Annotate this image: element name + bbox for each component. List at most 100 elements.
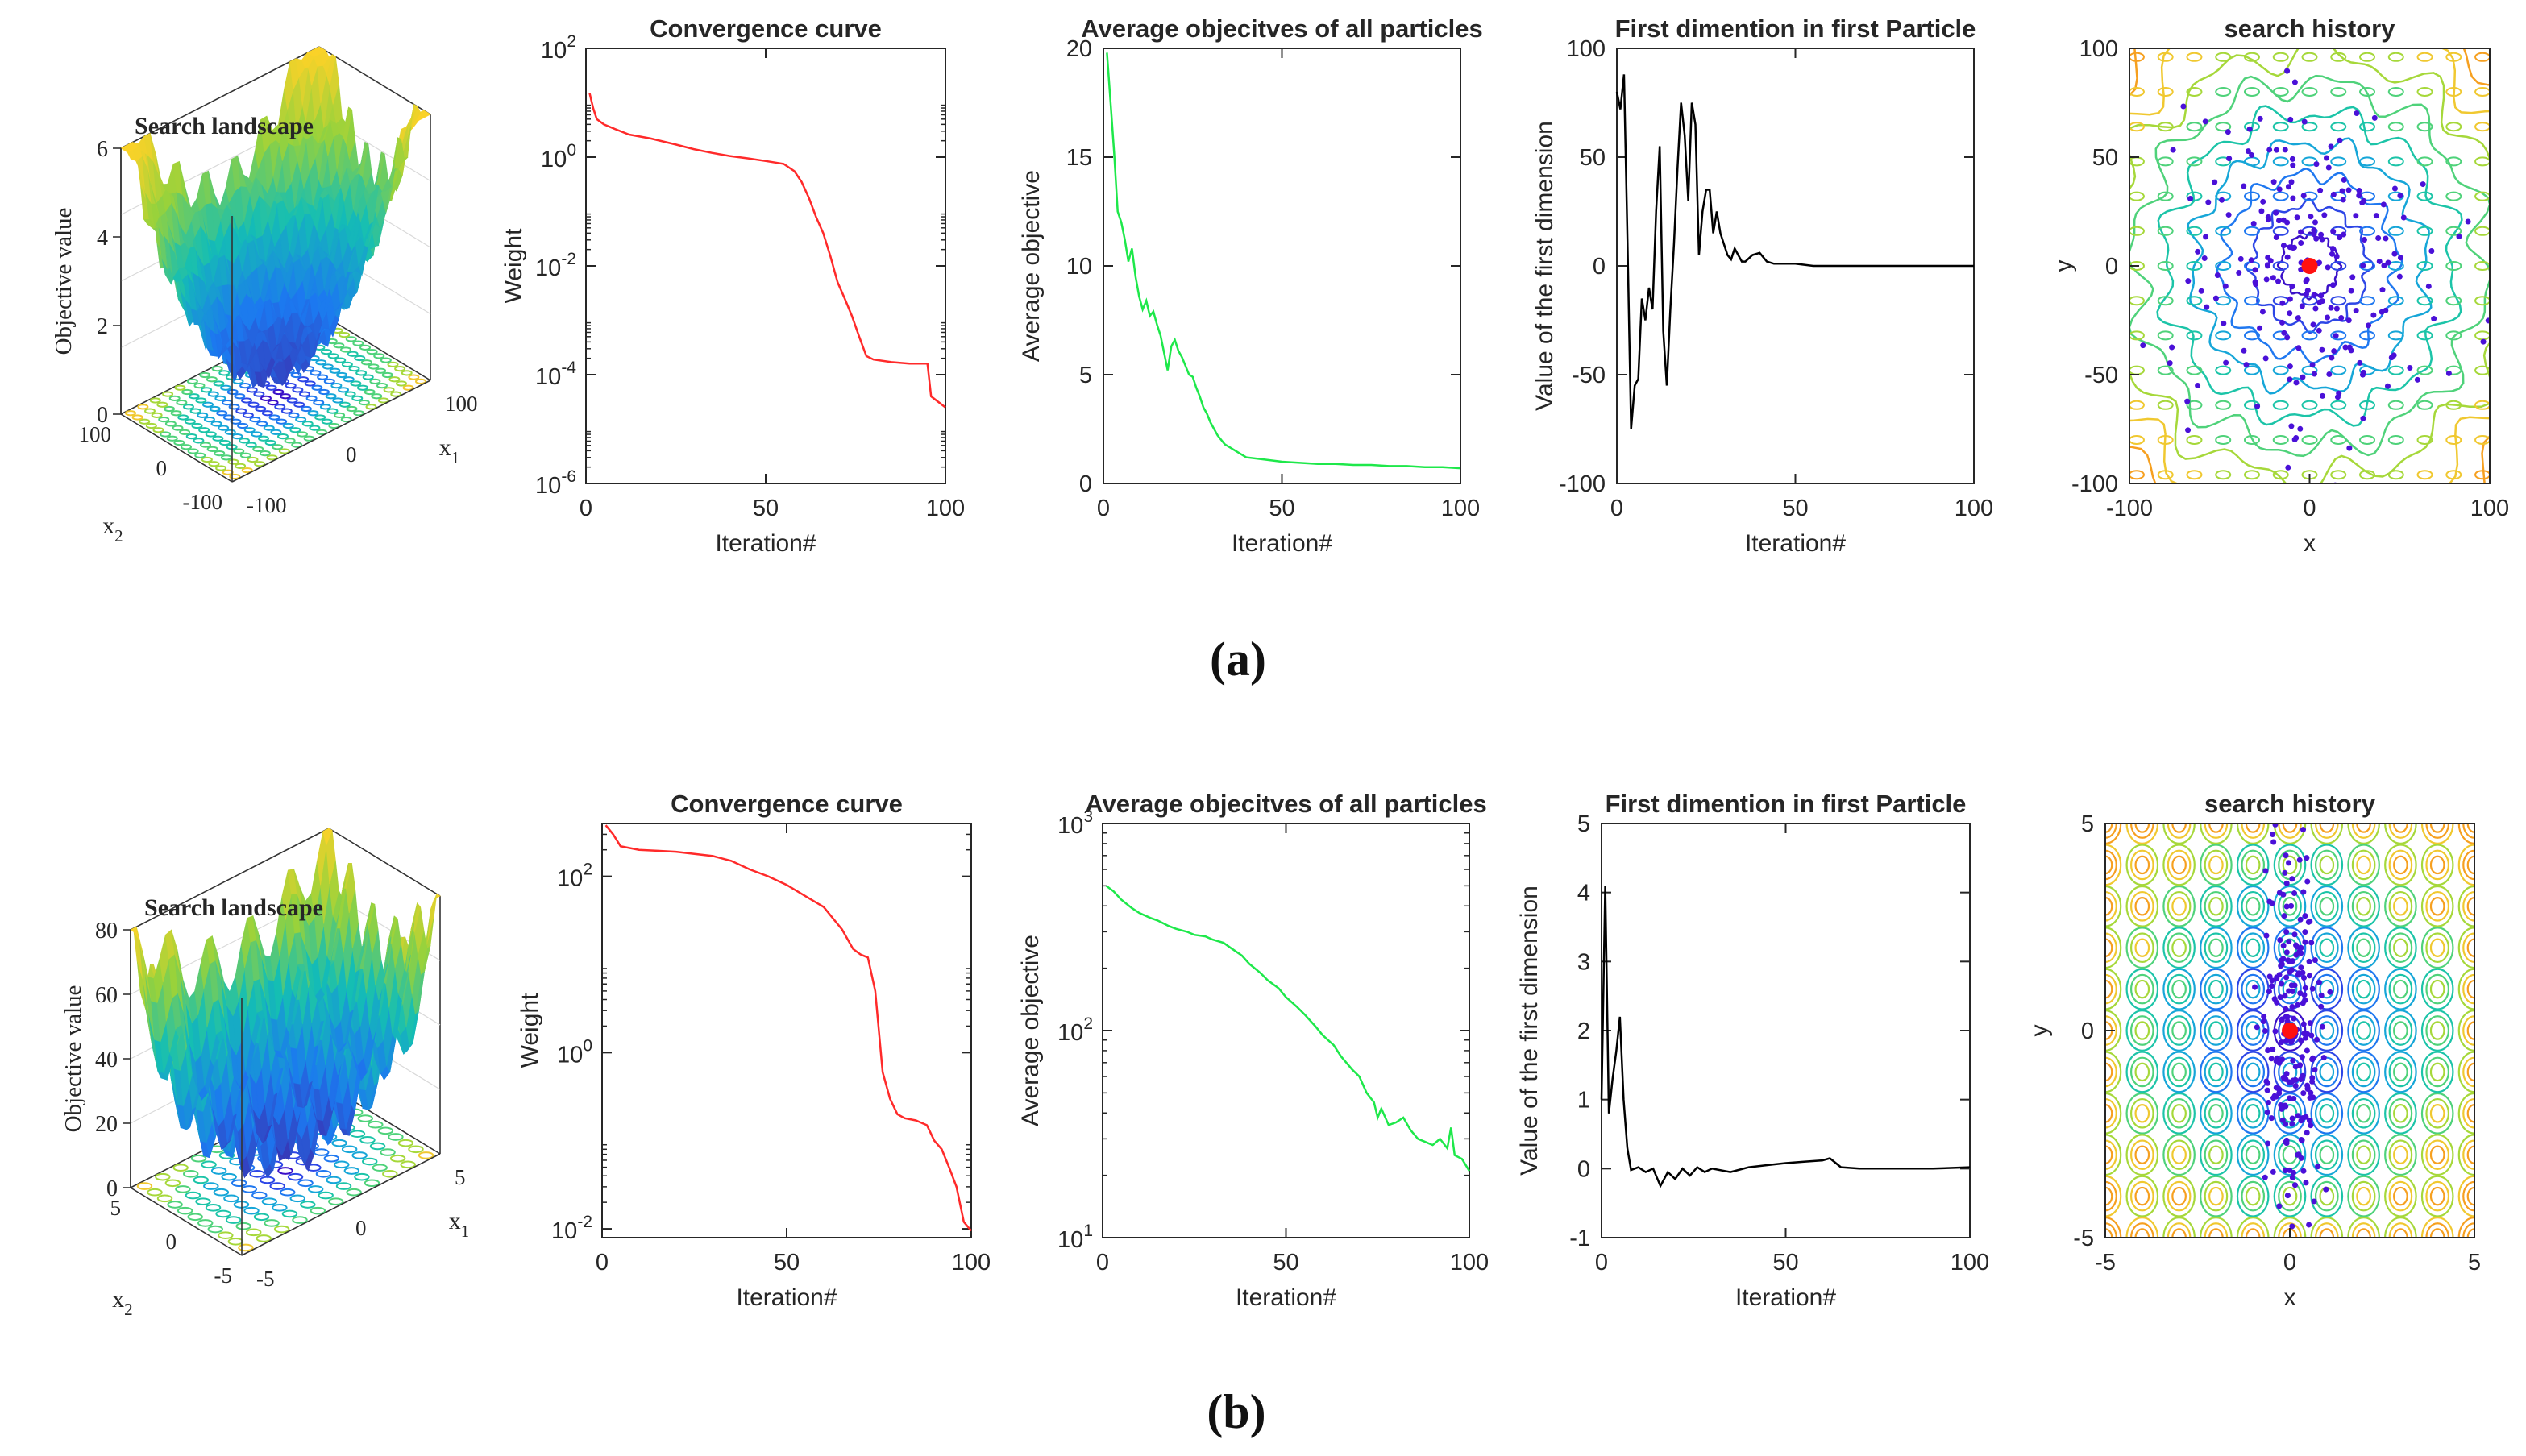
series-line [1105, 885, 1471, 1172]
particle-point [2279, 1117, 2286, 1123]
base-contour [215, 1209, 231, 1218]
particle-point [2287, 116, 2294, 122]
contour-ring [2134, 855, 2150, 875]
contour-ring [2134, 897, 2150, 916]
particle-point [2298, 1118, 2304, 1124]
particle-point [2225, 212, 2232, 218]
particle-point [2222, 283, 2229, 289]
contour-ring [2236, 927, 2270, 969]
base-contour [355, 370, 368, 376]
y-tick-label: 10-4 [535, 359, 576, 390]
particle-point [2325, 264, 2331, 271]
particle-point [2187, 512, 2193, 517]
particle-point [2291, 890, 2298, 897]
contour-ellipse [2157, 122, 2174, 132]
base-contour [334, 1160, 350, 1169]
best-point [2282, 1023, 2298, 1039]
base-contour [156, 401, 168, 408]
base-contour [201, 387, 213, 393]
base-contour [315, 359, 327, 366]
contour-ring [2245, 1021, 2261, 1040]
particle-point [2276, 1087, 2283, 1093]
particle-point [2302, 997, 2308, 1003]
contour-ellipse [2272, 226, 2289, 236]
x-tick-label: 50 [1782, 496, 1808, 521]
base-contour [285, 382, 297, 389]
contour-ellipse [2186, 52, 2203, 62]
contour-ellipse [2186, 296, 2203, 306]
contour-ring [2171, 938, 2187, 957]
x-axis-label: Iteration# [1236, 1284, 1336, 1311]
y-tick-exponent: 2 [567, 32, 576, 51]
particle-point [2288, 423, 2295, 429]
particle-point [2214, 272, 2221, 278]
contour-ellipse [2215, 87, 2232, 97]
contour-ellipse [2129, 191, 2145, 201]
contour-ring [2204, 890, 2229, 922]
contour-ring [2278, 1056, 2302, 1088]
y-tick-exponent: -4 [561, 359, 576, 377]
base-contour [254, 461, 266, 467]
x-tick-label: 100 [1441, 496, 1480, 521]
particle-point [2263, 1078, 2270, 1085]
base-contour [210, 421, 222, 427]
contour-ring [2162, 885, 2196, 927]
contour-ellipse [2330, 156, 2347, 167]
y-tick-base: 10 [551, 1218, 577, 1244]
contour-ring [2462, 1056, 2474, 1088]
base-contour [323, 1154, 340, 1163]
base-contour [258, 435, 269, 442]
contour-ring [2351, 1015, 2376, 1046]
chart-title: First dimention in first Particle [1606, 790, 1967, 818]
base-contour [237, 422, 249, 429]
x-tick-label: 0 [1097, 496, 1110, 521]
x-tick-label: 5 [2468, 1250, 2481, 1276]
contour-ring [2420, 1010, 2454, 1052]
base-contour [292, 387, 304, 393]
contour-ellipse [2186, 435, 2203, 445]
particle-point [2289, 156, 2295, 162]
particle-point [2291, 1182, 2298, 1188]
contour-ellipse [2215, 470, 2232, 480]
contour-ellipse [2474, 52, 2490, 62]
contour-ring [2388, 932, 2413, 964]
particle-point [2371, 114, 2378, 121]
base-contour [209, 405, 221, 413]
particle-point [2290, 162, 2296, 168]
contour-ring [2356, 897, 2371, 916]
y-axis-label: Weight [517, 993, 543, 1068]
x-tick-label: 0 [1610, 496, 1623, 521]
base-contour [139, 418, 151, 425]
x-tick-label: -5 [2095, 1250, 2116, 1276]
particle-point [2353, 308, 2359, 314]
base-contour [219, 439, 231, 446]
base-contour [387, 361, 399, 367]
particle-point [2236, 269, 2242, 276]
contour-ring [2200, 968, 2233, 1010]
contour-ring [2200, 1134, 2233, 1176]
particle-point [2287, 1095, 2293, 1101]
base-contour [307, 410, 319, 417]
y-tick-label: 101 [1057, 1222, 1093, 1253]
contour-ring [2429, 1186, 2445, 1206]
contour-ring [2273, 844, 2307, 886]
particle-point [2275, 278, 2282, 284]
x-tick-label: 0 [1595, 1250, 1608, 1276]
particle-point [2296, 857, 2303, 863]
base-contour [280, 408, 293, 414]
base-contour [193, 438, 205, 444]
y-tick-label: -100 [2071, 471, 2118, 497]
contour-ring [2204, 932, 2229, 964]
particle-point [2319, 346, 2325, 353]
particle-point [2270, 832, 2276, 838]
base-contour [289, 1194, 306, 1203]
base-contour [326, 408, 339, 414]
contour-ring [2388, 849, 2413, 881]
base-contour [144, 408, 156, 414]
y-tick-label: 10-6 [535, 467, 576, 499]
base-contour [326, 1176, 342, 1184]
base-contour [276, 418, 288, 425]
base-contour [218, 425, 230, 431]
contour-ellipse [2445, 330, 2462, 341]
base-contour [175, 1185, 191, 1193]
